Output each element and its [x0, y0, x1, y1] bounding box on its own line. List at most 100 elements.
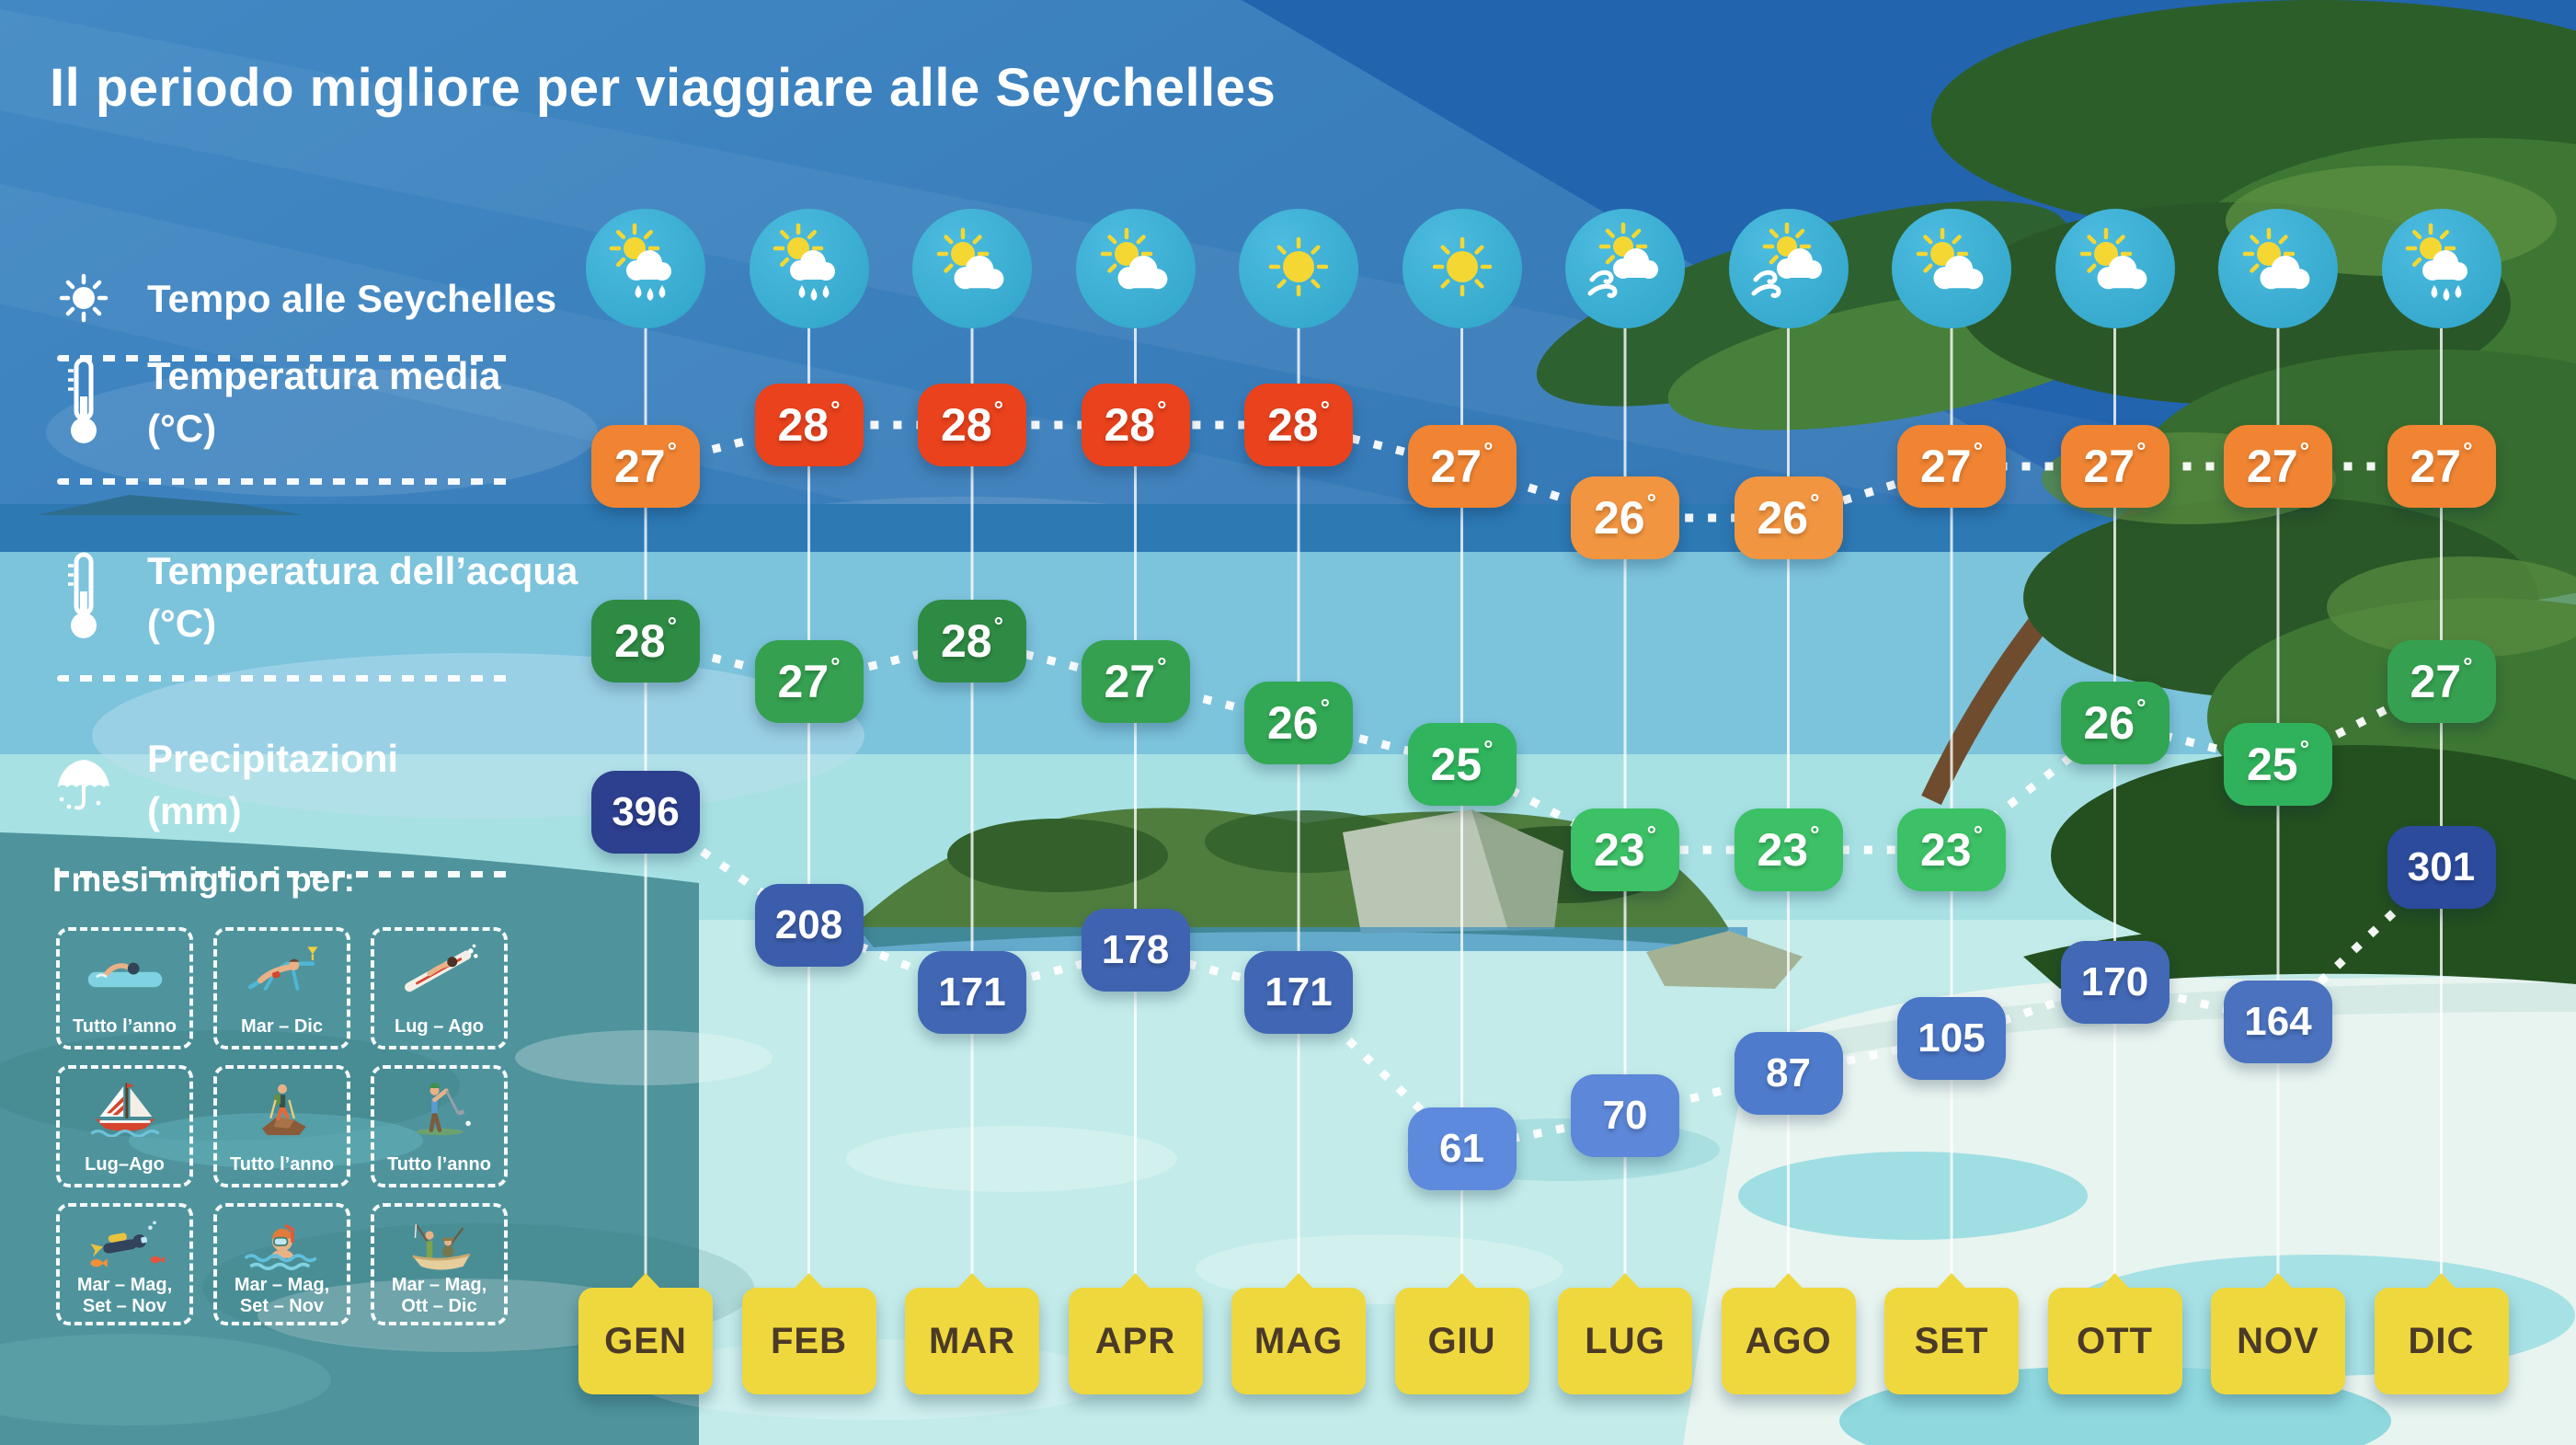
activity-period: Mar – Mag, Ott – Dic [391, 1275, 487, 1316]
avg-temp-badge: 28 ° [1244, 384, 1353, 466]
activity-tile: Mar – Mag, Ott – Dic [371, 1203, 508, 1325]
legend-label: Temperatura media [147, 354, 501, 397]
weather-badge [1239, 209, 1358, 328]
precipitation-badge: 396 [591, 771, 700, 854]
legend-unit: (°C) [147, 602, 217, 645]
thermometer-icon [53, 551, 114, 643]
degree-symbol: ° [2299, 735, 2310, 763]
water-temp-badge: 25 ° [2224, 723, 2332, 806]
precipitation-badge: 178 [1081, 909, 1190, 992]
water-temp-badge: 27 ° [1081, 640, 1190, 723]
value-label: 27 [613, 441, 666, 492]
month-badge: MAG [1231, 1273, 1366, 1394]
legend-row-water-temp: Temperatura dell’acqua (°C) [53, 536, 578, 658]
value-label: 26 [1757, 492, 1809, 544]
best-months-title: I mesi migliori per: [52, 861, 355, 899]
value-label: 171 [1265, 969, 1333, 1015]
degree-symbol: ° [2463, 652, 2473, 680]
surfing-icon [395, 940, 484, 999]
month-badge: LUG [1558, 1273, 1692, 1394]
sun-cloud-icon [2071, 223, 2159, 315]
month-badge: APR [1068, 1273, 1203, 1394]
value-label: 27 [1919, 441, 1972, 492]
month-label: FEB [771, 1320, 847, 1361]
value-label: 26 [2083, 697, 2135, 749]
month-badge: AGO [1721, 1273, 1856, 1394]
value-label: 27 [1104, 656, 1156, 707]
value-label: 396 [612, 789, 680, 834]
umbrella-icon [53, 755, 114, 814]
degree-symbol: ° [993, 612, 1004, 639]
sun-cloud-rain-icon [765, 223, 853, 315]
value-label: 23 [1919, 824, 1972, 876]
month-label: GIU [1427, 1320, 1496, 1361]
sun-cloud-wind-icon [1745, 222, 1833, 315]
value-label: 27 [2246, 441, 2298, 492]
precipitation-badge: 87 [1734, 1032, 1843, 1115]
degree-symbol: ° [2463, 437, 2473, 464]
sun-cloud-rain-icon [601, 223, 690, 315]
value-label: 23 [1757, 824, 1809, 876]
value-label: 28 [940, 399, 992, 451]
water-temp-badge: 28 ° [918, 600, 1026, 682]
month-badge: SET [1884, 1273, 2019, 1394]
legend-row-avg-temp: Temperatura media (°C) [53, 341, 500, 463]
value-label: 171 [938, 969, 1006, 1015]
precipitation-badge: 171 [1244, 951, 1353, 1034]
sun-cloud-icon [2234, 223, 2322, 315]
avg-temp-badge: 27 ° [1897, 425, 2006, 508]
month-label: OTT [2077, 1320, 2153, 1361]
degree-symbol: ° [1320, 396, 1331, 423]
month-badge: FEB [741, 1273, 876, 1394]
degree-symbol: ° [1973, 820, 1984, 848]
avg-temp-badge: 27 ° [2387, 425, 2496, 508]
legend-label: Precipitazioni [147, 737, 399, 780]
legend-label: Temperatura dell’acqua [147, 549, 578, 592]
month-label: GEN [604, 1320, 687, 1361]
value-label: 25 [2246, 739, 2298, 790]
weather-badge [2381, 209, 2502, 328]
weather-badge [1728, 209, 1849, 328]
sun-cloud-icon [1907, 223, 1996, 315]
month-label: AGO [1745, 1320, 1832, 1361]
avg-temp-badge: 27 ° [591, 425, 700, 508]
degree-symbol: ° [1157, 396, 1167, 423]
weather-badge [912, 209, 1032, 328]
sun-cloud-rain-icon [2398, 223, 2486, 315]
avg-temp-connector [644, 420, 2442, 522]
activity-tile: Mar – Dic [213, 927, 350, 1049]
month-label: DIC [2408, 1320, 2475, 1361]
activity-tile: Tutto l’anno [56, 927, 193, 1049]
water-temp-badge: 28 ° [591, 600, 700, 682]
precipitation-badge: 70 [1571, 1074, 1679, 1157]
precipitation-badge: 61 [1407, 1107, 1517, 1190]
legend-label: Tempo alle Seychelles [147, 276, 557, 320]
month-label: MAG [1254, 1320, 1344, 1361]
value-label: 28 [613, 615, 666, 667]
activity-tile: Lug – Ago [371, 927, 508, 1049]
month-badge: GIU [1394, 1273, 1529, 1394]
legend-row-precipitation: Precipitazioni (mm) [53, 724, 398, 845]
avg-temp-badge: 27 ° [1407, 425, 1517, 508]
activity-period: Mar – Mag, Set – Nov [234, 1275, 330, 1316]
degree-symbol: ° [1483, 735, 1494, 763]
activity-period: Tutto l’anno [387, 1154, 491, 1175]
precipitation-badge: 208 [754, 884, 864, 967]
value-label: 26 [1593, 492, 1645, 544]
month-badge: OTT [2047, 1273, 2182, 1394]
degree-symbol: ° [1483, 437, 1494, 464]
water-temp-badge: 23 ° [1571, 809, 1679, 891]
value-label: 70 [1602, 1093, 1648, 1138]
activity-tile: Mar – Mag, Set – Nov [213, 1203, 350, 1325]
avg-temp-badge: 27 ° [2060, 425, 2170, 508]
page-title: Il periodo migliore per viaggiare alle S… [50, 58, 1277, 118]
month-label: MAR [928, 1320, 1016, 1361]
precipitation-badge: 170 [2060, 941, 2170, 1024]
degree-symbol: ° [993, 396, 1004, 423]
degree-symbol: ° [1810, 820, 1820, 848]
legend-unit: (°C) [147, 407, 217, 450]
hiking-icon [238, 1078, 326, 1137]
value-label: 28 [1104, 399, 1156, 451]
degree-symbol: ° [2299, 437, 2310, 464]
